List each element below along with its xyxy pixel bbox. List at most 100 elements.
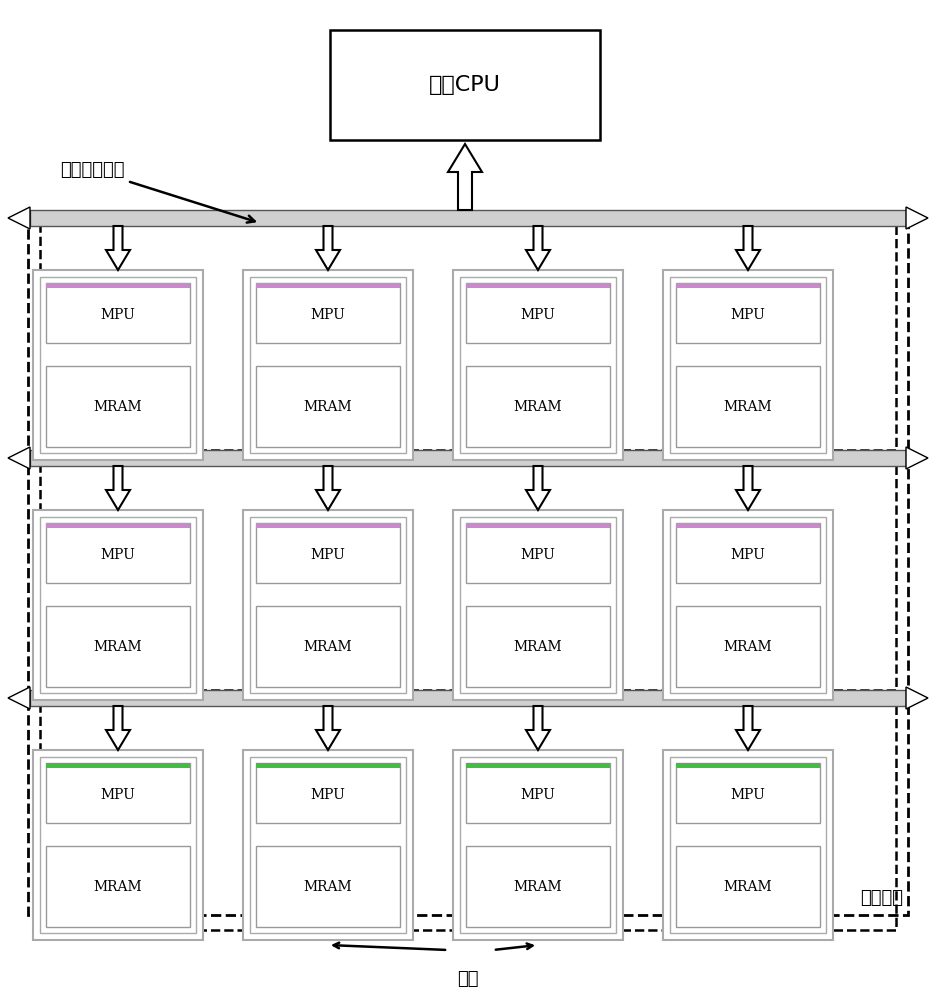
Text: MPU: MPU [731,788,766,802]
Text: MRAM: MRAM [724,880,772,894]
Bar [453,750,623,940]
Bar [663,750,833,940]
Bar [460,517,616,693]
Bar [46,763,190,823]
Bar [40,700,896,930]
Polygon shape [906,447,928,469]
Bar [243,510,413,700]
Polygon shape [736,466,760,510]
Text: MRAM: MRAM [514,880,563,894]
Polygon shape [106,226,130,270]
Bar [330,30,600,140]
Polygon shape [8,207,30,229]
Bar [466,366,610,447]
Polygon shape [526,226,550,270]
Text: MPU: MPU [520,308,555,322]
Polygon shape [526,706,550,750]
Polygon shape [448,144,482,210]
Bar [46,366,190,447]
Text: MRAM: MRAM [514,400,563,414]
Polygon shape [316,706,340,750]
Bar [30,450,906,466]
Text: MRAM: MRAM [303,640,352,654]
Bar [676,846,820,927]
Text: MPU: MPU [100,308,136,322]
Polygon shape [736,226,760,270]
Bar [676,523,820,583]
Text: MRAM: MRAM [724,400,772,414]
Bar [30,210,906,226]
Bar [453,510,623,700]
Bar [33,750,203,940]
Bar [466,763,610,823]
Polygon shape [8,447,30,469]
Text: MPU: MPU [731,308,766,322]
Bar [46,523,190,583]
Bar [466,846,610,927]
Text: MPU: MPU [311,788,345,802]
Bar [466,523,610,583]
Bar [256,606,400,687]
Text: MPU: MPU [311,548,345,562]
Bar [676,283,820,343]
Text: MRAM: MRAM [514,640,563,654]
Bar [676,763,820,823]
Bar [30,690,906,706]
Bar [256,366,400,447]
Bar [466,283,610,288]
Text: MRAM: MRAM [303,880,352,894]
Bar [243,750,413,940]
Bar [466,523,610,528]
Bar [256,523,400,583]
Bar [256,283,400,288]
Text: 细胞阵列总线: 细胞阵列总线 [60,161,255,223]
Bar [40,460,896,690]
Bar [28,215,908,915]
Text: MPU: MPU [520,788,555,802]
Bar [256,763,400,768]
Bar [46,283,190,343]
Bar [670,517,826,693]
Text: MRAM: MRAM [724,640,772,654]
Text: MPU: MPU [100,788,136,802]
Bar [256,283,400,343]
Polygon shape [106,706,130,750]
Bar [40,517,196,693]
Polygon shape [736,706,760,750]
Text: MPU: MPU [311,308,345,322]
Text: MRAM: MRAM [94,400,142,414]
Bar [466,763,610,768]
Bar [453,270,623,460]
Text: MPU: MPU [520,548,555,562]
Bar [460,757,616,933]
Bar [250,277,406,453]
Bar [40,220,896,450]
Polygon shape [906,687,928,709]
Bar [250,757,406,933]
Bar [40,277,196,453]
Bar [46,763,190,768]
Polygon shape [316,226,340,270]
Bar [663,510,833,700]
Text: 主控CPU: 主控CPU [429,75,501,95]
Text: MRAM: MRAM [94,880,142,894]
Bar [670,757,826,933]
Text: MRAM: MRAM [303,400,352,414]
Bar [46,283,190,288]
Text: MRAM: MRAM [94,640,142,654]
Text: MPU: MPU [100,548,136,562]
Bar [256,523,400,528]
Bar [676,283,820,288]
Bar [256,763,400,823]
Bar [256,846,400,927]
Bar [40,757,196,933]
Polygon shape [106,466,130,510]
Polygon shape [526,466,550,510]
Polygon shape [906,207,928,229]
Bar [33,510,203,700]
Bar [460,277,616,453]
Bar [663,270,833,460]
Bar [250,517,406,693]
Bar [670,277,826,453]
Bar [33,270,203,460]
